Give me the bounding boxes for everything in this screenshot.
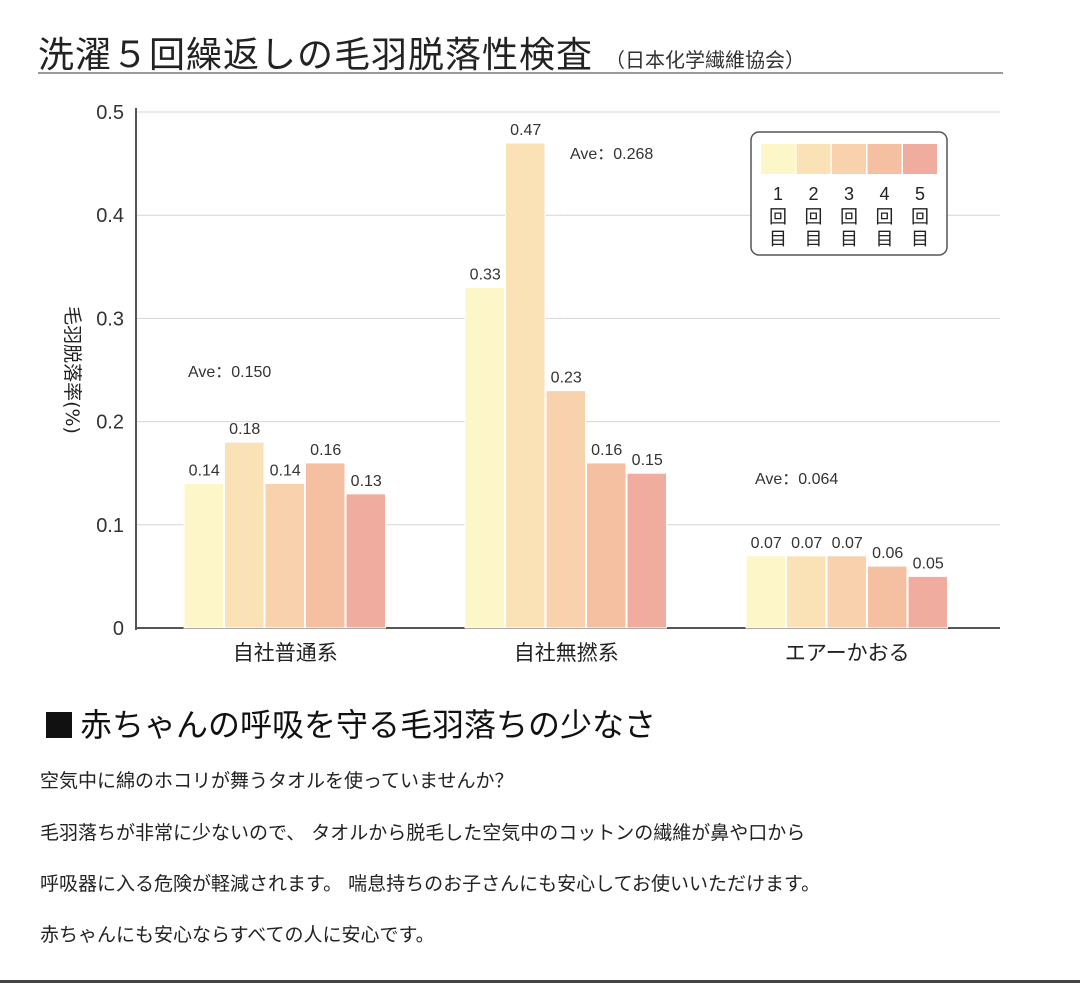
bar	[345, 493, 386, 629]
bottom-divider	[0, 980, 1080, 983]
section-heading-text: 赤ちゃんの呼吸を守る毛羽落ちの少なさ	[80, 706, 657, 744]
legend-kanji-kai: 回	[911, 207, 929, 228]
bar	[867, 565, 908, 629]
legend-swatch	[761, 144, 795, 174]
legend-kanji-me: 目	[911, 229, 929, 250]
data-label: 0.47	[510, 122, 541, 139]
legend-kanji-me: 目	[840, 229, 858, 250]
legend-kanji-me: 目	[876, 229, 894, 250]
legend-number: 5	[915, 184, 925, 204]
category-label: 自社普通系	[233, 641, 338, 665]
bar	[626, 472, 667, 629]
title-source: （日本化学繊維協会）	[605, 48, 806, 72]
y-tick-label: 0.1	[96, 515, 124, 537]
legend-swatch	[796, 144, 831, 174]
average-annotation: Ave：0.064	[755, 471, 838, 488]
y-tick-label: 0.4	[96, 205, 124, 227]
data-label: 0.18	[229, 421, 260, 438]
bar-chart: 0 0.1 0.2 0.3 0.4 0.5 毛羽脱落率(%) 0.14 0.18 0.14 0.16…	[61, 102, 1000, 665]
bar	[264, 483, 305, 629]
legend-kanji-kai: 回	[840, 207, 858, 228]
average-annotation: Ave：0.150	[188, 364, 271, 381]
y-tick-label: 0.2	[96, 412, 124, 434]
data-label: 0.16	[591, 442, 622, 459]
data-label: 0.14	[189, 463, 220, 480]
body-line-3: 呼吸器に入る危険が軽減されます。 喘息持ちのお子さんにも安心してお使いいただけま…	[40, 873, 821, 895]
bar	[786, 555, 827, 629]
data-label: 0.07	[751, 535, 782, 552]
y-tick-label: 0.5	[96, 102, 124, 124]
bar	[545, 390, 586, 629]
title-block: 洗濯５回繰返しの毛羽脱落性検査 （日本化学繊維協会）	[38, 22, 1008, 76]
body-line-2: 毛羽落ちが非常に少ないので、 タオルから脱毛した空気中のコットンの繊維が鼻や口か…	[40, 822, 806, 844]
data-label: 0.05	[913, 555, 944, 572]
legend-number: 1	[773, 184, 783, 204]
data-label: 0.14	[270, 463, 301, 480]
legend-number: 2	[808, 184, 818, 204]
category-label: 自社無撚系	[514, 641, 619, 665]
data-label: 0.06	[872, 545, 903, 562]
page-title-text: 洗濯５回繰返しの毛羽脱落性検査	[38, 35, 594, 76]
bar	[826, 555, 867, 629]
category-label: エアーかおる	[785, 641, 910, 665]
bar	[586, 462, 627, 629]
body-line-4: 赤ちゃんにも安心ならすべての人に安心です。	[40, 924, 435, 946]
data-label: 0.33	[470, 266, 501, 283]
legend-swatch	[867, 144, 902, 174]
data-label: 0.15	[632, 452, 663, 469]
y-tick-label: 0	[113, 618, 124, 640]
bar	[907, 575, 948, 629]
y-axis-label: 毛羽脱落率(%)	[61, 306, 83, 434]
square-bullet-icon	[46, 712, 72, 738]
average-annotation: Ave：0.268	[570, 146, 653, 163]
legend-kanji-kai: 回	[769, 207, 787, 228]
legend-number: 3	[844, 184, 854, 204]
legend-number: 4	[879, 184, 889, 204]
data-label: 0.23	[551, 370, 582, 387]
body-line-1: 空気中に綿のホコリが舞うタオルを使っていませんか？	[40, 770, 514, 792]
legend-kanji-me: 目	[805, 229, 823, 250]
legend-kanji-kai: 回	[805, 207, 823, 228]
section-heading: 赤ちゃんの呼吸を守る毛羽落ちの少なさ	[46, 700, 656, 746]
y-tick-label: 0.3	[96, 308, 124, 330]
data-label: 0.16	[310, 442, 341, 459]
legend-kanji-kai: 回	[876, 207, 894, 228]
bar	[224, 441, 265, 629]
data-label: 0.13	[351, 473, 382, 490]
bar	[505, 142, 546, 629]
title-underline	[38, 72, 1003, 74]
data-label: 0.07	[791, 535, 822, 552]
legend-swatch	[832, 144, 866, 174]
bar	[183, 483, 224, 629]
legend-swatch	[903, 144, 937, 174]
page-title: 洗濯５回繰返しの毛羽脱落性検査 （日本化学繊維協会）	[38, 26, 805, 78]
data-label: 0.07	[832, 535, 863, 552]
legend-kanji-me: 目	[769, 229, 787, 250]
bar	[745, 555, 786, 629]
bar	[305, 462, 346, 629]
bar	[464, 286, 505, 629]
